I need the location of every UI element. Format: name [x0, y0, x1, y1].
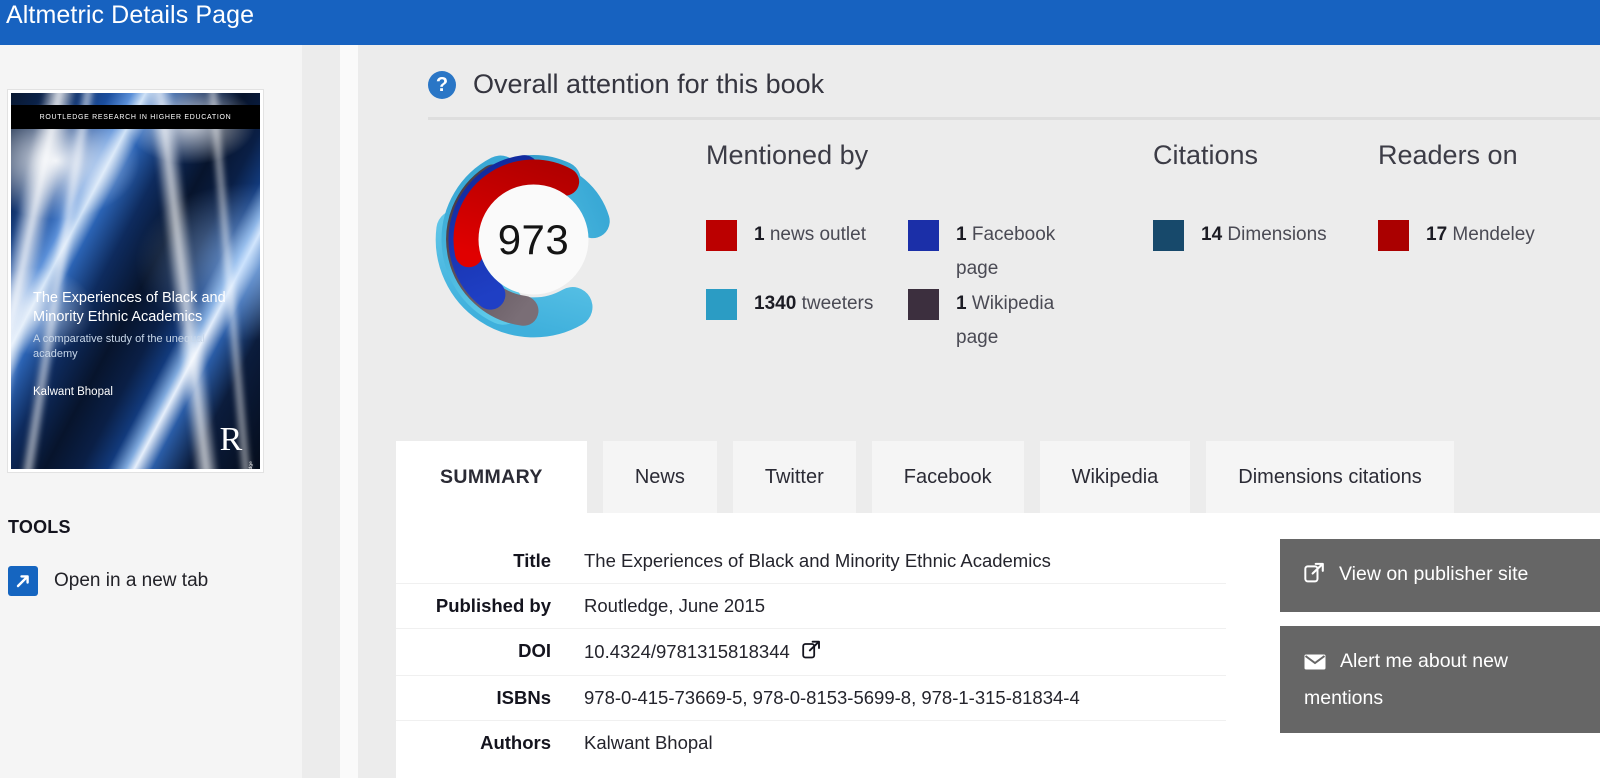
row-value-authors: Kalwant Bhopal: [584, 732, 713, 753]
stat-tweeters[interactable]: 1340 tweeters: [706, 287, 881, 321]
window-title: Altmetric Details Page: [6, 1, 255, 29]
routledge-logo-letter: R: [219, 421, 243, 458]
summary-panel: Title The Experiences of Black and Minor…: [396, 513, 1600, 778]
row-value-published-by: Routledge, June 2015: [584, 595, 766, 616]
mendeley-swatch: [1378, 220, 1409, 251]
alert-me-label: Alert me about new mentions: [1304, 650, 1509, 709]
external-link-icon[interactable]: [802, 640, 821, 664]
tools-heading: TOOLS: [8, 517, 71, 537]
tab-news[interactable]: News: [602, 441, 717, 513]
view-on-publisher-site-label: View on publisher site: [1339, 563, 1529, 585]
main-content: ? Overall attention for this book: [358, 45, 1600, 778]
row-label-title: Title: [513, 550, 551, 571]
altmetric-score: 973: [497, 215, 570, 263]
stat-facebook[interactable]: 1 Facebook page: [908, 218, 1083, 286]
wikipedia-label: Wikipedia page: [956, 293, 1055, 348]
page-title: Overall attention for this book: [473, 69, 825, 99]
tab-twitter[interactable]: Twitter: [732, 441, 856, 513]
row-label-doi: DOI: [518, 640, 551, 661]
facebook-label: Facebook page: [956, 224, 1056, 279]
question-mark-icon[interactable]: ?: [428, 70, 456, 99]
stat-wikipedia[interactable]: 1 Wikipedia page: [908, 287, 1083, 355]
tab-bar: SUMMARY News Twitter Facebook Wikipedia …: [396, 441, 1454, 513]
tool-open-in-new-tab[interactable]: Open in a new tab: [8, 566, 208, 596]
envelope-icon: [1304, 647, 1326, 681]
dimensions-label: Dimensions: [1227, 224, 1327, 245]
stat-dimensions[interactable]: 14 Dimensions: [1153, 218, 1383, 252]
external-link-icon: [1304, 560, 1325, 594]
table-row: DOI 10.4324/9781315818344: [396, 629, 1226, 676]
altmetric-donut-icon: [435, 155, 610, 338]
facebook-count: 1: [956, 224, 967, 245]
row-value-title: The Experiences of Black and Minority Et…: [584, 550, 1051, 571]
news-label: news outlet: [769, 224, 866, 245]
action-buttons: View on publisher site Alert me about ne…: [1280, 539, 1600, 733]
summary-table: Title The Experiences of Black and Minor…: [396, 539, 1226, 765]
tweeters-count: 1340: [754, 293, 797, 314]
gutter-left: [302, 45, 340, 778]
view-on-publisher-site-button[interactable]: View on publisher site: [1280, 539, 1600, 612]
row-value-doi[interactable]: 10.4324/9781315818344: [551, 629, 821, 675]
doi-text: 10.4324/9781315818344: [584, 641, 790, 662]
section-divider: [428, 117, 1600, 120]
mendeley-label: Mendeley: [1452, 224, 1535, 245]
window-header: Altmetric Details Page: [0, 0, 1600, 45]
altmetric-badge[interactable]: 973: [426, 132, 641, 347]
wikipedia-swatch: [908, 289, 939, 320]
table-row: ISBNs 978-0-415-73669-5, 978-0-8153-5699…: [396, 676, 1226, 721]
alert-me-button[interactable]: Alert me about new mentions: [1280, 626, 1600, 733]
row-label-published-by: Published by: [435, 595, 551, 616]
tool-open-in-new-tab-label: Open in a new tab: [54, 570, 209, 591]
table-row: Authors Kalwant Bhopal: [396, 721, 1226, 765]
citations-heading: Citations: [1153, 140, 1259, 170]
dimensions-swatch: [1153, 220, 1184, 251]
dimensions-count: 14: [1201, 224, 1223, 245]
external-link-icon: [8, 566, 38, 596]
book-cover-title: The Experiences of Black and Minority Et…: [33, 290, 226, 325]
table-row: Published by Routledge, June 2015: [396, 584, 1226, 629]
wikipedia-count: 1: [956, 293, 967, 314]
stat-mendeley[interactable]: 17 Mendeley: [1378, 218, 1600, 252]
routledge-logo-label: Routledge: [248, 461, 253, 469]
routledge-logo-icon: R Routledge: [210, 419, 253, 470]
book-cover[interactable]: ROUTLEDGE RESEARCH IN HIGHER EDUCATION T…: [8, 90, 263, 472]
section-header: ? Overall attention for this book: [428, 69, 824, 100]
gutter-right: [340, 45, 358, 778]
sidebar: ROUTLEDGE RESEARCH IN HIGHER EDUCATION T…: [0, 45, 302, 778]
tab-summary[interactable]: SUMMARY: [396, 441, 587, 513]
news-count: 1: [754, 224, 765, 245]
stat-news[interactable]: 1 news outlet: [706, 218, 881, 252]
book-cover-subtitle: A comparative study of the unequal acade…: [33, 333, 205, 360]
mendeley-count: 17: [1426, 224, 1448, 245]
tab-wikipedia[interactable]: Wikipedia: [1039, 441, 1191, 513]
row-value-isbns: 978-0-415-73669-5, 978-0-8153-5699-8, 97…: [584, 687, 1080, 708]
readers-on-heading: Readers on: [1378, 140, 1518, 170]
twitter-swatch: [706, 289, 737, 320]
tab-facebook[interactable]: Facebook: [871, 441, 1024, 513]
tab-dimensions-citations[interactable]: Dimensions citations: [1206, 441, 1454, 513]
mentioned-by-heading: Mentioned by: [706, 140, 869, 170]
book-cover-author: Kalwant Bhopal: [33, 386, 113, 398]
table-row: Title The Experiences of Black and Minor…: [396, 539, 1226, 584]
book-cover-art: ROUTLEDGE RESEARCH IN HIGHER EDUCATION T…: [11, 93, 260, 469]
news-swatch: [706, 220, 737, 251]
row-label-authors: Authors: [480, 732, 551, 753]
row-label-isbns: ISBNs: [496, 687, 552, 708]
tweeters-label: tweeters: [801, 293, 874, 314]
facebook-swatch: [908, 220, 939, 251]
book-series-text: ROUTLEDGE RESEARCH IN HIGHER EDUCATION: [39, 113, 232, 121]
book-series-banner: ROUTLEDGE RESEARCH IN HIGHER EDUCATION: [11, 105, 260, 129]
